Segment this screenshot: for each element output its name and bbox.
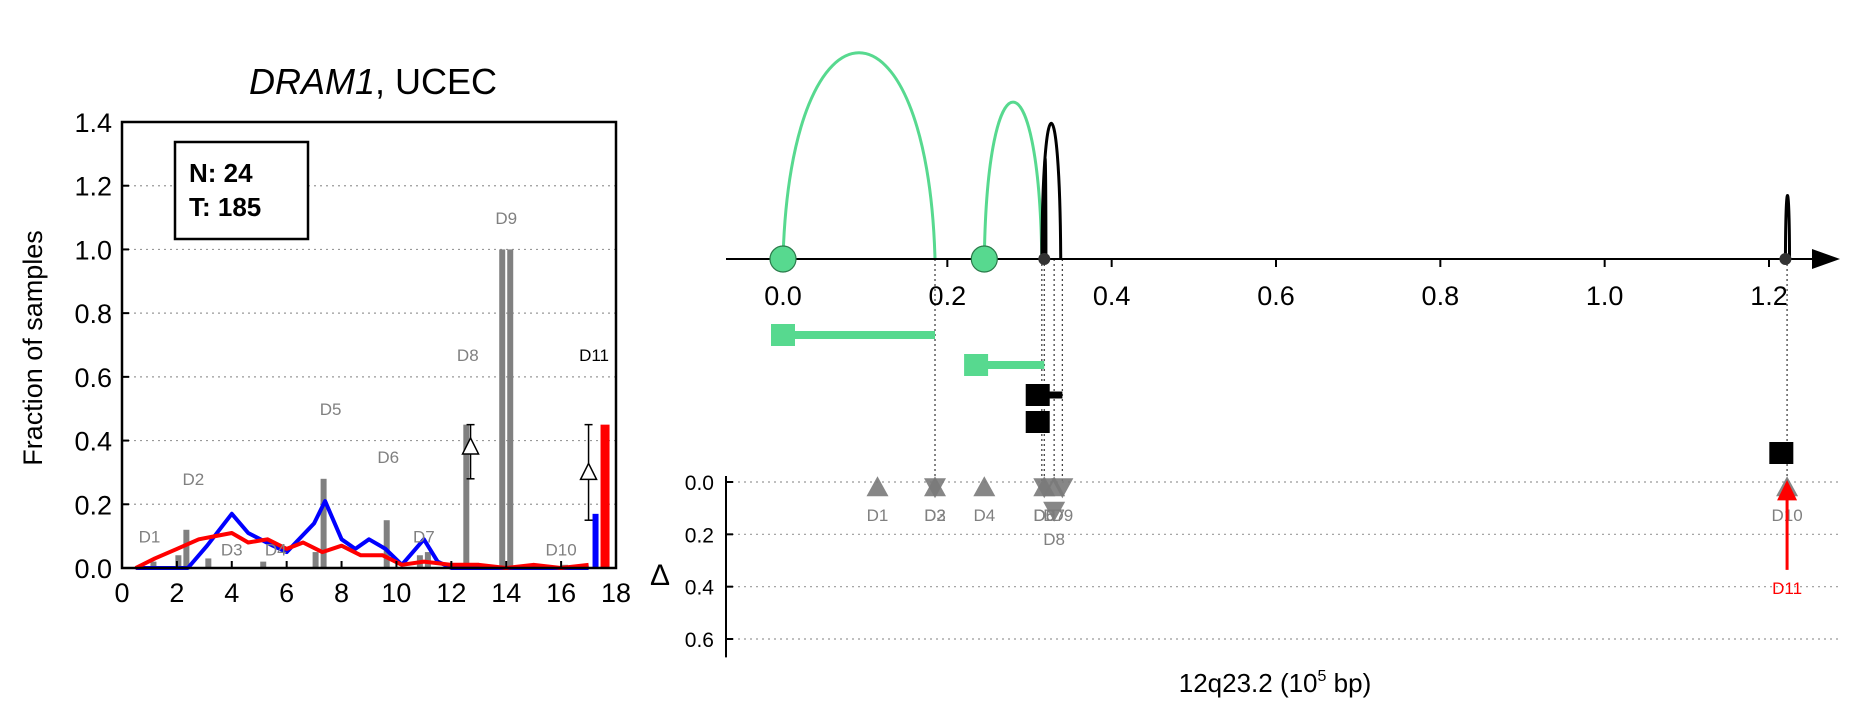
delta-label: D1 <box>867 506 889 525</box>
tumor-line <box>134 531 589 570</box>
bar-label: D5 <box>320 400 342 419</box>
bar-label: D1 <box>139 528 161 547</box>
junction-arc <box>1042 157 1048 260</box>
splice-site-dot <box>1038 253 1051 265</box>
x-tick-label: 18 <box>601 578 631 608</box>
bar-normal <box>592 513 599 568</box>
bar-label: D3 <box>221 540 243 559</box>
bar-tumor <box>260 561 267 568</box>
legend-box <box>173 140 310 241</box>
bar-tumor <box>383 520 390 568</box>
transcript-square <box>1025 384 1050 406</box>
chart-title-gene: DRAM1 <box>249 61 375 102</box>
bar-label: D9 <box>495 209 517 228</box>
x-tick-label: 14 <box>491 578 521 608</box>
delta-triangle <box>1043 501 1066 522</box>
bar-tumor <box>150 561 157 568</box>
normal-line <box>135 499 589 570</box>
y-tick-label: 0.0 <box>74 554 112 584</box>
transcript-square <box>771 324 795 346</box>
delta-triangle <box>973 476 996 497</box>
delta-triangle <box>1033 478 1056 499</box>
x-tick-label: 0.4 <box>1093 281 1131 311</box>
delta-label: D3 <box>924 506 946 525</box>
axis-arrow <box>1812 249 1840 269</box>
legend-normal-count: N: 24 <box>189 158 253 188</box>
transcript-square <box>1025 411 1050 433</box>
bar-label: D6 <box>377 448 399 467</box>
y-axis-label: Fraction of samples <box>18 230 48 466</box>
x-tick-label: 8 <box>334 578 349 608</box>
delta-tick-label: 0.2 <box>685 524 714 547</box>
chart-title: DRAM1, UCEC <box>249 61 497 102</box>
delta-label: D8 <box>1043 530 1065 549</box>
bar-normal <box>499 249 506 568</box>
x-tick-label: 10 <box>381 578 411 608</box>
y-tick-label: 0.8 <box>74 299 112 329</box>
splice-site-dot <box>1779 253 1792 265</box>
bar-tumor <box>507 249 514 568</box>
bar-normal <box>175 555 182 568</box>
delta-tick-label: 0.4 <box>685 577 715 600</box>
bar-tumor <box>600 424 610 568</box>
y-tick-label: 0.2 <box>74 490 112 520</box>
transcript-square <box>1769 442 1794 464</box>
bar-label: D4 <box>265 540 287 559</box>
x-tick-label: 6 <box>279 578 294 608</box>
delta-triangle <box>866 476 889 497</box>
bar-tumor <box>424 552 431 568</box>
bar-label: D11 <box>579 346 609 365</box>
x-tick-label: 0.2 <box>929 281 967 311</box>
delta-triangle <box>1051 478 1074 499</box>
delta-tick-label: 0.6 <box>685 629 714 652</box>
delta-label: D2 <box>924 506 946 525</box>
junction-arc <box>781 51 937 260</box>
delta-tick-label: 0.0 <box>685 472 714 495</box>
x-tick-label: 4 <box>224 578 239 608</box>
bar-tumor <box>463 424 470 568</box>
bar-label: D2 <box>182 470 204 489</box>
x-tick-label: 12 <box>436 578 466 608</box>
delta-triangle <box>924 478 947 499</box>
junction-arc <box>1783 194 1792 260</box>
bar-normal <box>312 552 319 568</box>
bar-label: D7 <box>413 528 435 547</box>
d11-arrow-head <box>1777 480 1798 501</box>
x-tick-label: 0.6 <box>1257 281 1295 311</box>
delta-label: D4 <box>973 506 995 525</box>
x-tick-label: 0 <box>114 578 129 608</box>
x-tick-label: 1.0 <box>1586 281 1624 311</box>
delta-marker <box>461 436 480 455</box>
d11-label: D11 <box>1772 579 1802 598</box>
plot-frame <box>120 120 618 570</box>
splice-site-circle <box>769 245 797 273</box>
chart-title-rest: , UCEC <box>375 61 497 102</box>
y-tick-label: 1.4 <box>74 108 112 138</box>
y-tick-label: 0.4 <box>74 427 112 457</box>
bar-tumor <box>320 478 327 568</box>
x-tick-label: 0.8 <box>1422 281 1460 311</box>
delta-axis-label: Δ <box>650 559 670 592</box>
delta-marker <box>579 461 598 481</box>
splice-site-circle <box>970 245 998 273</box>
bar-tumor <box>205 558 212 568</box>
y-tick-label: 0.6 <box>74 363 112 393</box>
x-tick-label: 0.0 <box>764 281 802 311</box>
legend-tumor-count: T: 185 <box>189 192 261 222</box>
y-tick-label: 1.2 <box>74 172 112 202</box>
x-tick-label: 16 <box>546 578 576 608</box>
bar-label: D10 <box>546 540 577 559</box>
x-tick-label: 2 <box>169 578 184 608</box>
bar-tumor <box>183 529 190 568</box>
genomic-axis-label: 12q23.2 (105 bp) <box>1179 668 1372 698</box>
transcript-square <box>964 354 989 376</box>
bar-label: D8 <box>457 346 479 365</box>
x-tick-label: 1.2 <box>1750 281 1788 311</box>
left-bar-chart: D1 D2 D3 D4 D5 D6 D7 D8 D9 D10 D11 0 2 4 6 8 10 12 14 16 18 0… <box>74 108 631 608</box>
y-tick-label: 1.0 <box>74 235 112 265</box>
junction-arc <box>982 100 1044 260</box>
